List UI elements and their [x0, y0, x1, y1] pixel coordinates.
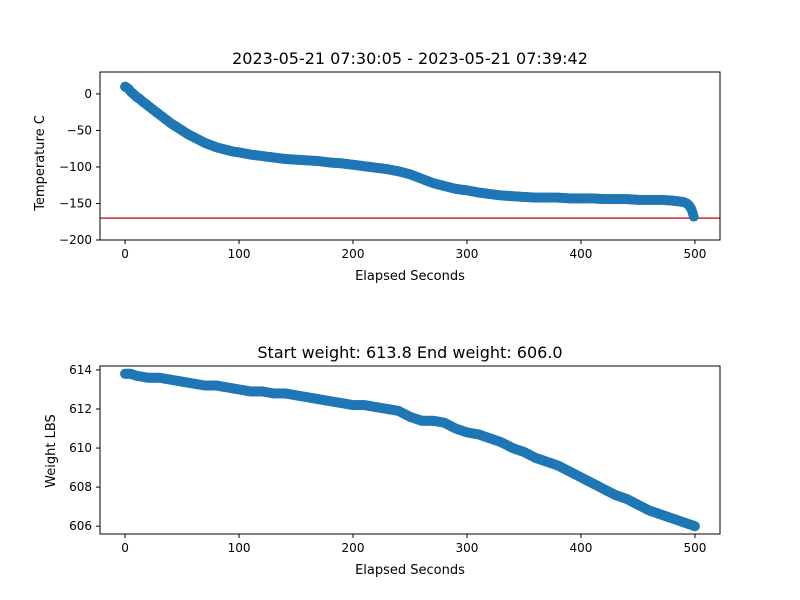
weight-x-tick-label: 0 — [121, 541, 129, 555]
temperature-plot-area: 0 100 200 300 400 500 0 −50 −100 −150 −200 — [59, 71, 721, 261]
weight-y-tick-label: 608 — [69, 480, 92, 494]
temperature-y-tick-label: −100 — [59, 160, 92, 174]
weight-chart-title: Start weight: 613.8 End weight: 606.0 — [257, 343, 562, 362]
temperature-data-point — [688, 211, 699, 222]
weight-y-axis-label: Weight LBS — [44, 414, 59, 488]
weight-panel: Start weight: 613.8 End weight: 606.0 El… — [44, 343, 721, 578]
temperature-x-tick-label: 100 — [228, 247, 251, 261]
weight-y-tick-label: 612 — [69, 402, 92, 416]
weight-x-axis-label: Elapsed Seconds — [355, 563, 465, 578]
temperature-y-tick-label: −200 — [59, 233, 92, 247]
temperature-x-tick-label: 300 — [456, 247, 479, 261]
temperature-y-tick-label: 0 — [84, 87, 92, 101]
weight-x-tick-label: 100 — [228, 541, 251, 555]
temperature-x-axis-label: Elapsed Seconds — [355, 269, 465, 284]
temperature-x-tick-label: 400 — [570, 247, 593, 261]
weight-x-tick-label: 200 — [342, 541, 365, 555]
temperature-axes-frame — [99, 71, 721, 241]
temperature-y-tick-label: −150 — [59, 196, 92, 210]
weight-axes-frame — [99, 365, 721, 535]
weight-y-tick-label: 610 — [69, 441, 92, 455]
weight-y-tick-label: 614 — [69, 363, 92, 377]
weight-plot-area: 0 100 200 300 400 500 614 612 610 608 606 — [69, 363, 721, 555]
weight-x-tick-label: 500 — [683, 541, 706, 555]
temperature-chart-title: 2023-05-21 07:30:05 - 2023-05-21 07:39:4… — [232, 49, 588, 68]
weight-x-tick-label: 400 — [570, 541, 593, 555]
weight-x-tick-label: 300 — [456, 541, 479, 555]
weight-y-tick-label: 606 — [69, 519, 92, 533]
weight-data — [120, 368, 700, 532]
weight-data-point — [689, 521, 700, 532]
temperature-panel: 2023-05-21 07:30:05 - 2023-05-21 07:39:4… — [33, 49, 721, 284]
temperature-y-axis-label: Temperature C — [33, 115, 48, 212]
temperature-x-tick-label: 0 — [121, 247, 129, 261]
temperature-x-tick-label: 500 — [683, 247, 706, 261]
temperature-x-tick-label: 200 — [342, 247, 365, 261]
temperature-data — [100, 81, 720, 222]
temperature-y-tick-label: −50 — [67, 123, 92, 137]
